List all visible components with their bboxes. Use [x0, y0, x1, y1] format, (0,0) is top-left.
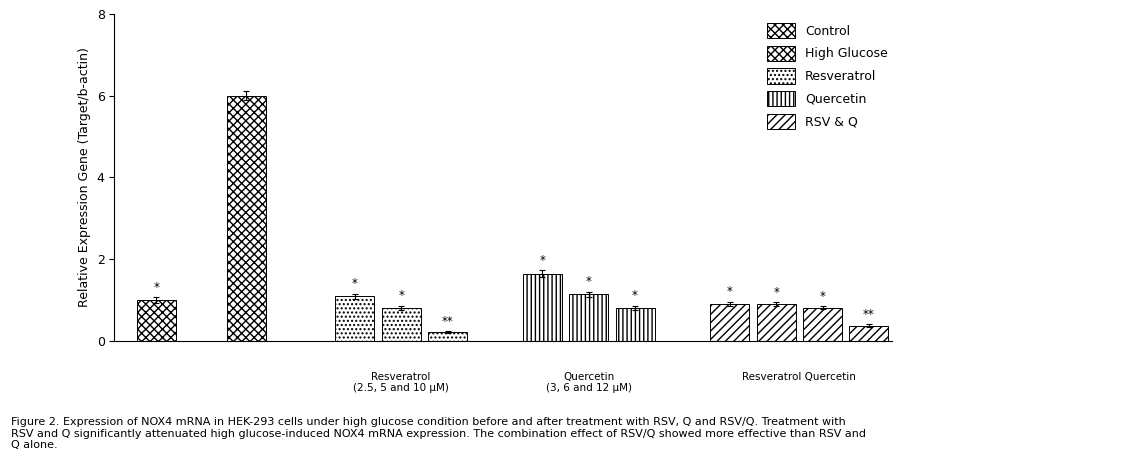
- Text: *: *: [153, 281, 159, 294]
- Text: *: *: [633, 289, 638, 302]
- Text: Figure 2. Expression of NOX4 mRNA in HEK-293 cells under high glucose condition : Figure 2. Expression of NOX4 mRNA in HEK…: [11, 417, 866, 450]
- Bar: [756, 304, 795, 341]
- Bar: [335, 296, 374, 341]
- Legend: Control, High Glucose, Resveratrol, Quercetin, RSV & Q: Control, High Glucose, Resveratrol, Quer…: [761, 17, 893, 136]
- Text: Quercetin
(3, 6 and 12 μM): Quercetin (3, 6 and 12 μM): [546, 372, 631, 394]
- Bar: [523, 274, 562, 341]
- Bar: [850, 326, 889, 341]
- Text: *: *: [586, 275, 591, 288]
- Bar: [803, 308, 842, 341]
- Bar: [710, 303, 749, 341]
- Text: *: *: [726, 285, 732, 298]
- Text: *: *: [398, 289, 404, 302]
- Text: *: *: [819, 290, 826, 303]
- Bar: [382, 308, 421, 341]
- Text: Resveratrol Quercetin: Resveratrol Quercetin: [742, 372, 856, 382]
- Bar: [428, 332, 467, 341]
- Text: *: *: [352, 278, 358, 290]
- Text: *: *: [539, 254, 546, 267]
- Text: **: **: [863, 308, 875, 321]
- Bar: [227, 96, 265, 341]
- Text: *: *: [773, 286, 779, 299]
- Y-axis label: Relative Expression Gene (Target/b-actin): Relative Expression Gene (Target/b-actin…: [78, 47, 92, 308]
- Text: **: **: [442, 315, 453, 328]
- Text: Resveratrol
(2.5, 5 and 10 μM): Resveratrol (2.5, 5 and 10 μM): [353, 372, 450, 394]
- Bar: [136, 300, 176, 341]
- Bar: [615, 308, 654, 341]
- Bar: [570, 294, 609, 341]
